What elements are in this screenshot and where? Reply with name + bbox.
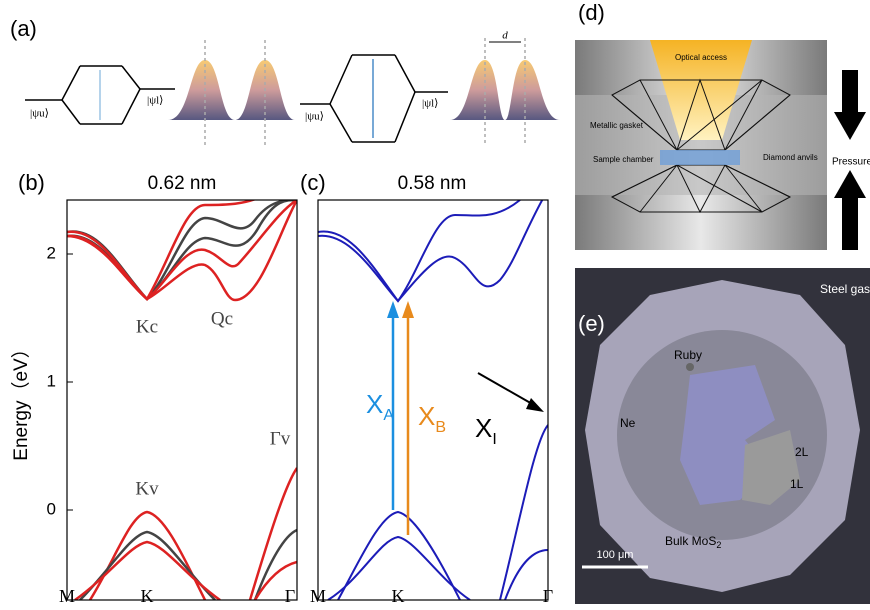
- panel-label: (d): [578, 0, 605, 25]
- annotation: Kc: [136, 316, 158, 337]
- panel-label: (e): [578, 311, 605, 336]
- state-label: |ψu⟩: [305, 111, 324, 123]
- panel-title: 0.58 nm: [398, 173, 467, 194]
- y-tick-label: 1: [47, 371, 56, 390]
- cell-label: Optical access: [675, 53, 727, 62]
- y-axis-label: Energy（eV）: [10, 339, 32, 460]
- panel-label: (b): [18, 170, 45, 195]
- sample-chamber: [660, 150, 740, 165]
- transition-label: XB: [418, 401, 446, 436]
- x-tick-label: Γ: [285, 586, 295, 606]
- state-label: |ψl⟩: [422, 98, 438, 110]
- panel-label: (a): [10, 16, 37, 41]
- pressure-label: Pressure: [832, 157, 870, 168]
- photo-label: Ne: [620, 416, 636, 430]
- annotation: Γv: [270, 428, 291, 449]
- x-tick-label: Γ: [543, 586, 553, 606]
- photo-label: Bulk MoS2: [665, 534, 721, 550]
- annotation: Kv: [135, 478, 159, 499]
- x-tick-label: M: [310, 586, 326, 606]
- bands-c: [318, 195, 548, 600]
- cell-label: Diamond anvils: [763, 153, 818, 162]
- bands-b: [67, 195, 297, 600]
- photo-label: 2L: [795, 445, 809, 459]
- cell-label: Sample chamber: [593, 155, 654, 164]
- cell-label: Metallic gasket: [590, 121, 644, 130]
- photo-label: 1L: [790, 477, 804, 491]
- state-label: |ψu⟩: [30, 108, 49, 120]
- scale-label: 100 μm: [597, 549, 634, 561]
- figure: (a) |ψu⟩ |ψl⟩ |ψu⟩ |ψl⟩ d (b) 0.62 nm En…: [0, 0, 870, 610]
- photo-label: Ruby: [674, 348, 702, 362]
- panel-a: [25, 38, 560, 145]
- state-label: |ψl⟩: [147, 95, 163, 107]
- annotation: Qc: [211, 308, 233, 329]
- x-tick-label: K: [141, 586, 154, 606]
- x-tick-label: M: [59, 586, 75, 606]
- transition-label: XA: [366, 389, 394, 424]
- spacing-label: d: [502, 30, 508, 42]
- y-tick-label: 0: [47, 499, 56, 518]
- photo-label: Steel gasket: [820, 282, 870, 296]
- panel-title: 0.62 nm: [148, 173, 217, 194]
- transition-label: XI: [475, 413, 497, 448]
- panel-label: (c): [300, 170, 326, 195]
- transition-arrows: [387, 301, 544, 535]
- y-tick-label: 2: [47, 243, 56, 262]
- y-ticks: 0 1 2: [47, 243, 73, 518]
- x-tick-label: K: [392, 586, 405, 606]
